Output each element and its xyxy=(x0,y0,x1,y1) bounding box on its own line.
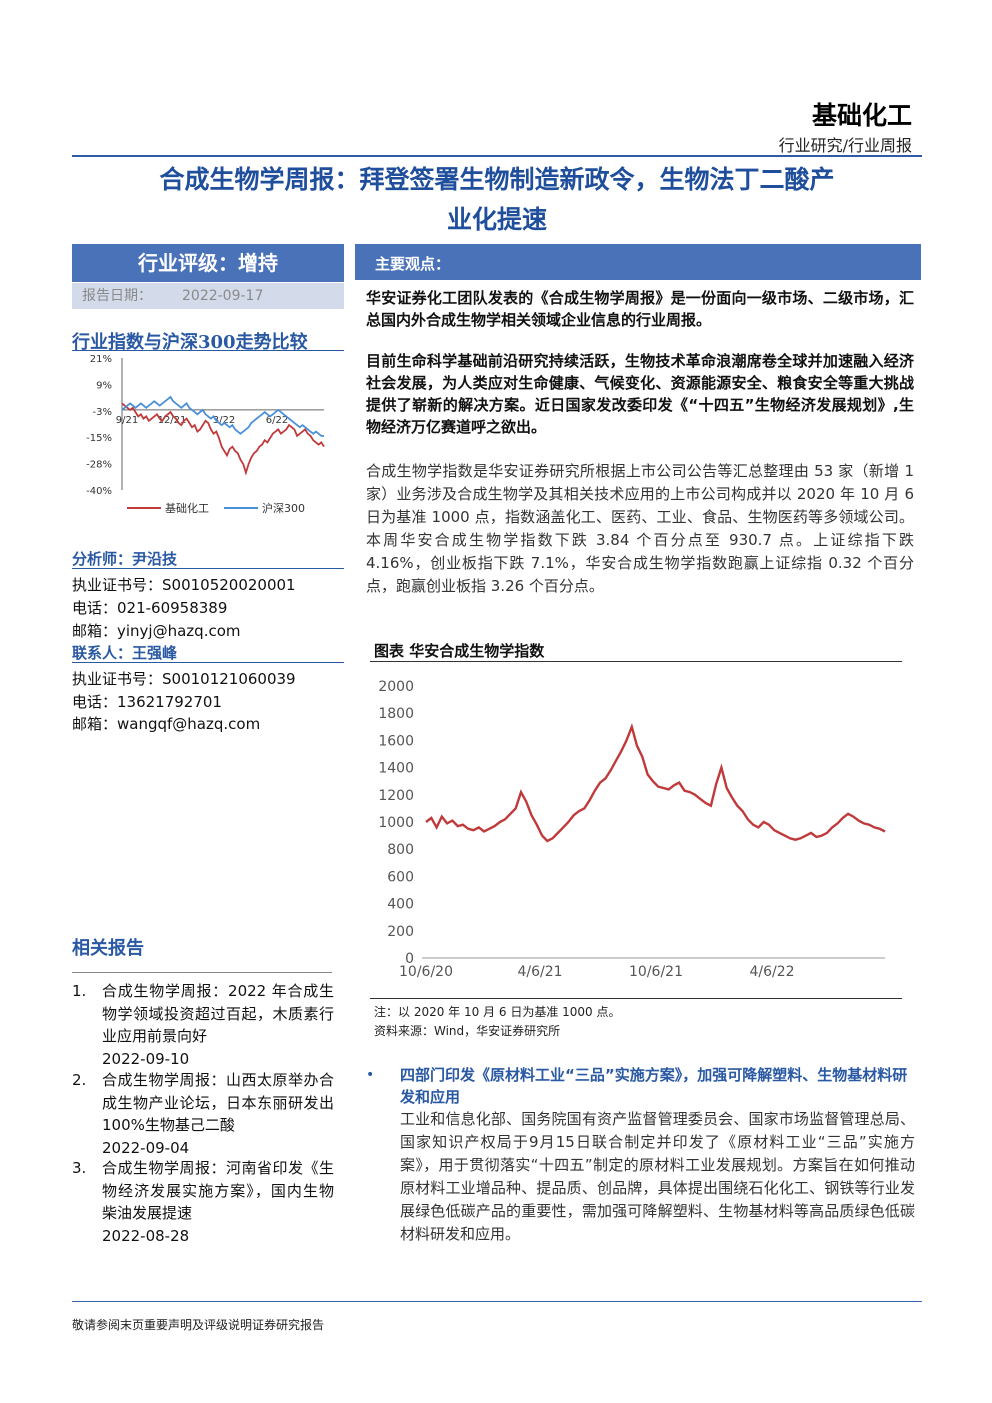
contact-cert: 执业证书号：S0010121060039 xyxy=(72,670,296,688)
main-points-label: 主要观点： xyxy=(375,255,451,273)
bullet-icon: • xyxy=(366,1067,375,1083)
sector-title: 基础化工 xyxy=(811,101,912,130)
y-tick-label: 1000 xyxy=(378,815,414,831)
y-tick-label: 600 xyxy=(387,869,414,885)
y-tick-label: 1400 xyxy=(378,761,414,777)
contact-divider xyxy=(72,662,344,663)
related-report-text: 合成生物学周报：山西太原举办合成生物产业论坛，日本东丽研发出 100%生物基己二… xyxy=(102,1071,334,1134)
footer-disclaimer: 敬请参阅末页重要声明及评级说明证券研究报告 xyxy=(72,1318,325,1332)
series-line-chemical xyxy=(121,402,325,476)
analyst-email[interactable]: 邮箱：yinyj@hazq.com xyxy=(72,622,241,640)
contact-phone: 电话：13621792701 xyxy=(72,693,222,711)
related-report-text: 合成生物学周报：2022 年合成生物学领域投资超过百起，木质素行业应用前景向好 xyxy=(102,982,334,1045)
y-tick-label: 1200 xyxy=(378,788,414,804)
y-tick-label: 200 xyxy=(387,924,414,940)
related-report-date: 2022-09-10 xyxy=(102,1049,190,1068)
y-tick-label: -3% xyxy=(93,407,112,418)
y-tick-label: 1600 xyxy=(378,733,414,749)
header-divider xyxy=(72,155,922,157)
related-report-item[interactable]: 1. 合成生物学周报：2022 年合成生物学领域投资超过百起，木质素行业应用前景… xyxy=(72,980,334,1070)
figure-title: 图表 华安合成生物学指数 xyxy=(374,642,545,660)
analyst-phone: 电话：021-60958389 xyxy=(72,599,228,617)
y-tick-label: 0 xyxy=(405,951,414,967)
related-reports-title: 相关报告 xyxy=(72,938,144,959)
index-compare-divider xyxy=(72,350,344,351)
analyst-divider xyxy=(72,568,344,569)
x-tick-label: 9/21 xyxy=(116,415,138,426)
news-headline: 四部门印发《原材料工业“三品”实施方案》，加强可降解塑料、生物基材料研发和应用 xyxy=(400,1066,908,1106)
series-line-csi300 xyxy=(121,395,324,437)
related-report-number: 2. xyxy=(72,1071,87,1089)
news-body: 工业和信息化部、国务院国有资产监督管理委员会、国家市场监督管理总局、国家知识产权… xyxy=(400,1110,915,1243)
figure-bottom-rule xyxy=(370,998,902,999)
x-tick-label: 10/6/21 xyxy=(629,964,683,980)
y-tick-label: 9% xyxy=(96,380,112,391)
series-line-synbio-index xyxy=(425,722,886,843)
related-reports-divider xyxy=(72,972,332,973)
y-tick-label: 800 xyxy=(387,842,414,858)
y-tick-label: -15% xyxy=(86,433,112,444)
index-compare-title: 行业指数与沪深300走势比较 xyxy=(72,332,308,353)
report-date-value: 2022-09-17 xyxy=(182,288,264,304)
intro-paragraph: 华安证券化工团队发表的《合成生物学周报》是一份面向一级市场、二级市场，汇总国内外… xyxy=(366,289,914,329)
x-tick-label: 4/6/21 xyxy=(517,964,562,980)
x-tick-label: 3/22 xyxy=(213,415,235,426)
analyst-label: 分析师：尹沿技 xyxy=(72,550,178,568)
x-tick-label: 12/21 xyxy=(158,415,187,426)
report-date-box: 报告日期： 2022-09-17 xyxy=(72,283,344,309)
report-title: 合成生物学周报：拜登签署生物制造新政令，生物法丁二酸产 业化提速 xyxy=(72,160,922,240)
related-report-date: 2022-08-28 xyxy=(102,1226,190,1245)
y-tick-label: -40% xyxy=(86,486,112,497)
report-type: 行业研究/行业周报 xyxy=(778,136,912,155)
figure-top-rule xyxy=(370,661,902,662)
contact-person-label: 联系人：王强峰 xyxy=(72,644,178,662)
related-report-text: 合成生物学周报：河南省印发《生物经济发展实施方案》，国内生物柴油发展提速 xyxy=(102,1159,334,1222)
x-tick-label: 10/6/20 xyxy=(399,964,453,980)
y-tick-label: 400 xyxy=(387,897,414,913)
synbio-index-chart: 0 200 400 600 800 1000 1200 1400 1600 1800 2000 10/… xyxy=(378,679,886,980)
y-tick-label: 1800 xyxy=(378,706,414,722)
y-tick-label: -28% xyxy=(86,460,112,471)
report-title-line1: 合成生物学周报：拜登签署生物制造新政令，生物法丁二酸产 xyxy=(159,165,835,194)
footer-divider xyxy=(72,1301,922,1302)
x-tick-label: 4/6/22 xyxy=(749,964,794,980)
related-report-item[interactable]: 2. 合成生物学周报：山西太原举办合成生物产业论坛，日本东丽研发出 100%生物… xyxy=(72,1069,334,1159)
related-report-number: 3. xyxy=(72,1159,87,1177)
y-tick-label: 21% xyxy=(90,354,112,365)
report-title-line2: 业化提速 xyxy=(446,205,547,234)
y-tick-label: 2000 xyxy=(378,679,414,695)
background-paragraph: 目前生命科学基础前沿研究持续活跃，生物技术革命浪潮席卷全球并加速融入经济社会发展… xyxy=(366,352,914,436)
legend-label: 基础化工 xyxy=(165,501,209,515)
rating-box: 行业评级：增持 xyxy=(72,244,344,282)
related-report-item[interactable]: 3. 合成生物学周报：河南省印发《生物经济发展实施方案》，国内生物柴油发展提速 2… xyxy=(72,1157,334,1247)
contact-email[interactable]: 邮箱：wangqf@hazq.com xyxy=(72,715,261,733)
report-date-label: 报告日期： xyxy=(82,288,152,304)
index-paragraph: 合成生物学指数是华安证券研究所根据上市公司公告等汇总整理由 53 家（新增 1 … xyxy=(366,462,914,595)
figure-source: 资料来源：Wind，华安证券研究所 xyxy=(374,1024,561,1038)
analyst-cert: 执业证书号：S0010520020001 xyxy=(72,576,296,594)
related-report-number: 1. xyxy=(72,982,87,1000)
legend-label: 沪深300 xyxy=(262,501,305,515)
main-points-bar: 主要观点： xyxy=(355,244,921,280)
index-compare-chart: 21% 9% -3% -15% -28% -40% 9/21 12/21 3/22 6/22 基础化… xyxy=(86,354,325,515)
related-report-date: 2022-09-04 xyxy=(102,1138,190,1157)
x-tick-label: 6/22 xyxy=(266,415,288,426)
figure-note: 注：以 2020 年 10 月 6 日为基准 1000 点。 xyxy=(374,1005,621,1019)
